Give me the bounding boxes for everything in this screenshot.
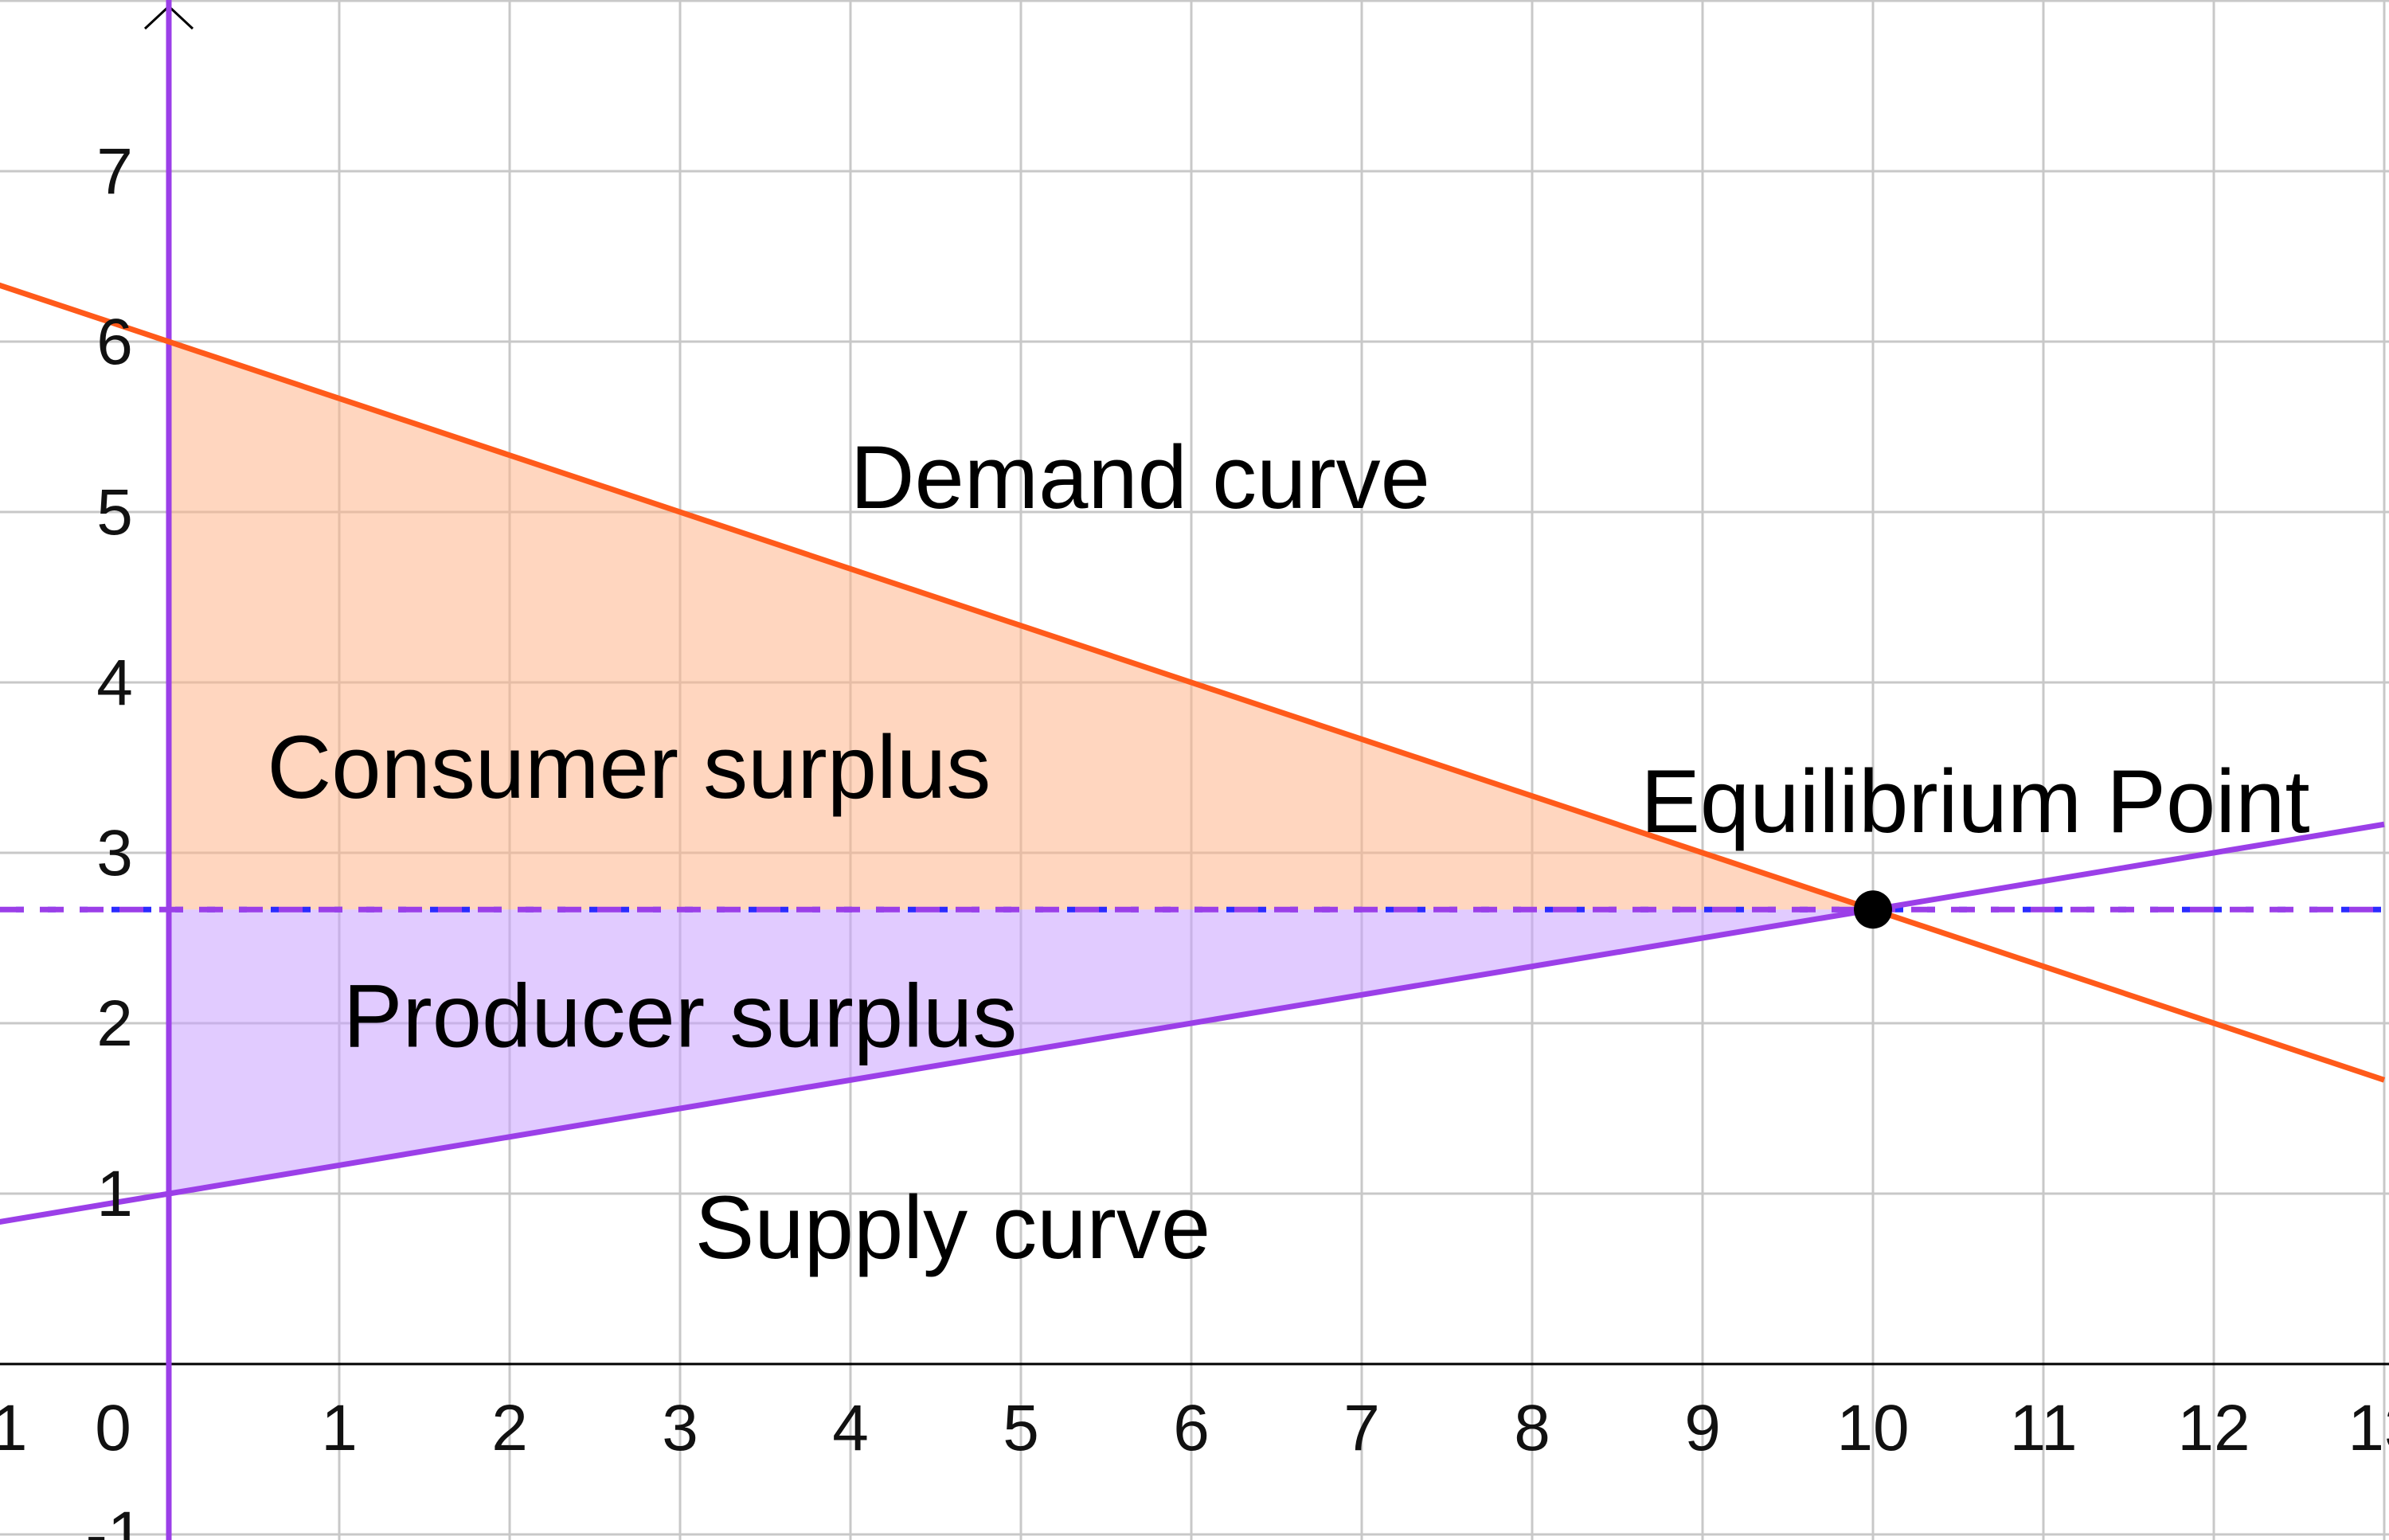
equilibrium-point-marker bbox=[1854, 890, 1892, 929]
x-tick-label: 7 bbox=[1343, 1392, 1380, 1464]
producer-surplus-label: Producer surplus bbox=[343, 966, 1018, 1065]
consumer-surplus-label: Consumer surplus bbox=[267, 717, 991, 817]
equilibrium-point-label: Equilibrium Point bbox=[1640, 752, 2309, 851]
x-tick-label: -1 bbox=[0, 1392, 27, 1464]
curves bbox=[0, 282, 2389, 1225]
y-tick-label: 1 bbox=[96, 1158, 133, 1230]
x-tick-label: 3 bbox=[662, 1392, 698, 1464]
x-tick-label: 0 bbox=[95, 1392, 131, 1464]
x-tick-label: 9 bbox=[1684, 1392, 1721, 1464]
y-tick-label: 4 bbox=[96, 647, 133, 719]
x-tick-label: 8 bbox=[1514, 1392, 1550, 1464]
x-tick-label: 11 bbox=[2009, 1392, 2077, 1464]
y-tick-label: 6 bbox=[96, 306, 133, 378]
x-tick-label: 12 bbox=[2177, 1392, 2250, 1464]
annotations: Demand curve Consumer surplus Equilibrium … bbox=[267, 428, 2309, 1277]
x-tick-label: 4 bbox=[832, 1392, 869, 1464]
y-tick-label: 2 bbox=[96, 987, 133, 1060]
x-tick-label: 6 bbox=[1173, 1392, 1210, 1464]
supply-curve-line bbox=[0, 821, 2385, 1225]
y-tick-label: 3 bbox=[96, 817, 133, 889]
supply-curve-label: Supply curve bbox=[695, 1178, 1210, 1277]
x-tick-label: 13 bbox=[2348, 1392, 2389, 1464]
y-tick-label: -1 bbox=[86, 1499, 144, 1540]
demand-curve-line bbox=[0, 282, 2386, 1083]
demand-curve-label: Demand curve bbox=[850, 428, 1430, 527]
y-tick-label: 5 bbox=[96, 476, 133, 549]
y-tick-label: 7 bbox=[96, 135, 133, 208]
x-tick-label: 2 bbox=[491, 1392, 528, 1464]
x-tick-label: 10 bbox=[1836, 1392, 1909, 1464]
x-tick-label: 5 bbox=[1003, 1392, 1039, 1464]
x-tick-label: 1 bbox=[321, 1392, 358, 1464]
